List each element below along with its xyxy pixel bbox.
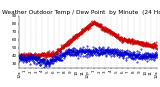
Title: Milwaukee Weather Outdoor Temp / Dew Point  by Minute  (24 Hours) (Alternate): Milwaukee Weather Outdoor Temp / Dew Poi…: [0, 10, 160, 15]
